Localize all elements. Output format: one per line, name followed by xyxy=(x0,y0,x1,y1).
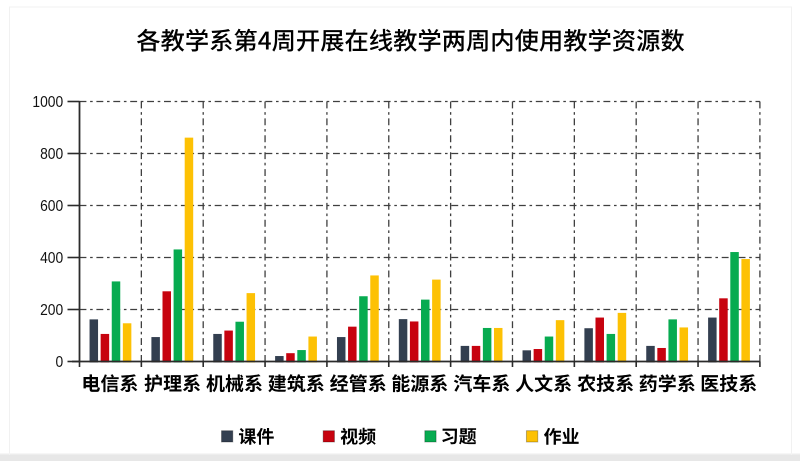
svg-text:1000: 1000 xyxy=(32,94,63,111)
svg-text:0: 0 xyxy=(56,354,64,371)
svg-text:200: 200 xyxy=(40,302,63,319)
svg-text:400: 400 xyxy=(40,250,63,267)
svg-text:800: 800 xyxy=(40,146,63,163)
svg-text:600: 600 xyxy=(40,198,63,215)
